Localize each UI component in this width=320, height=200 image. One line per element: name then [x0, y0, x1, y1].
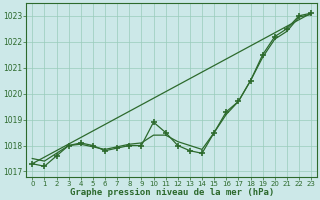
X-axis label: Graphe pression niveau de la mer (hPa): Graphe pression niveau de la mer (hPa)	[69, 188, 274, 197]
